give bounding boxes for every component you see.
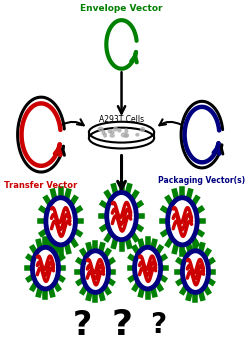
Ellipse shape <box>110 131 114 134</box>
Text: Packaging Vector(s): Packaging Vector(s) <box>158 176 246 185</box>
Ellipse shape <box>110 134 114 137</box>
Circle shape <box>32 247 58 289</box>
Ellipse shape <box>104 133 106 137</box>
Circle shape <box>82 251 108 292</box>
Ellipse shape <box>114 127 118 131</box>
Ellipse shape <box>136 133 139 136</box>
Ellipse shape <box>89 122 154 143</box>
Circle shape <box>46 198 76 245</box>
Text: Envelope Vector: Envelope Vector <box>80 4 163 13</box>
Ellipse shape <box>140 127 144 132</box>
Circle shape <box>107 192 136 240</box>
Ellipse shape <box>124 135 128 137</box>
Ellipse shape <box>89 128 154 148</box>
Text: ?: ? <box>73 309 92 342</box>
Ellipse shape <box>89 128 154 148</box>
Ellipse shape <box>102 131 105 134</box>
Ellipse shape <box>108 130 112 133</box>
Ellipse shape <box>122 133 126 137</box>
Text: Transfer Vector: Transfer Vector <box>4 181 78 191</box>
Text: ?: ? <box>111 308 132 342</box>
Circle shape <box>182 251 208 292</box>
Ellipse shape <box>125 134 128 137</box>
Circle shape <box>134 247 161 289</box>
Ellipse shape <box>118 129 121 132</box>
Ellipse shape <box>125 129 128 133</box>
Circle shape <box>168 198 197 245</box>
Text: A293T Cells: A293T Cells <box>99 114 144 124</box>
Ellipse shape <box>98 127 103 131</box>
Text: ?: ? <box>150 311 166 339</box>
